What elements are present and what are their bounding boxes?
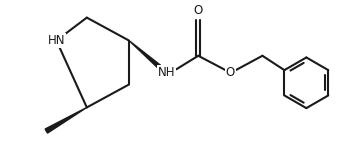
Polygon shape <box>45 107 87 133</box>
Text: O: O <box>194 4 203 17</box>
Polygon shape <box>129 41 168 74</box>
Text: O: O <box>226 66 235 79</box>
Text: HN: HN <box>48 34 65 47</box>
Text: NH: NH <box>157 66 175 79</box>
